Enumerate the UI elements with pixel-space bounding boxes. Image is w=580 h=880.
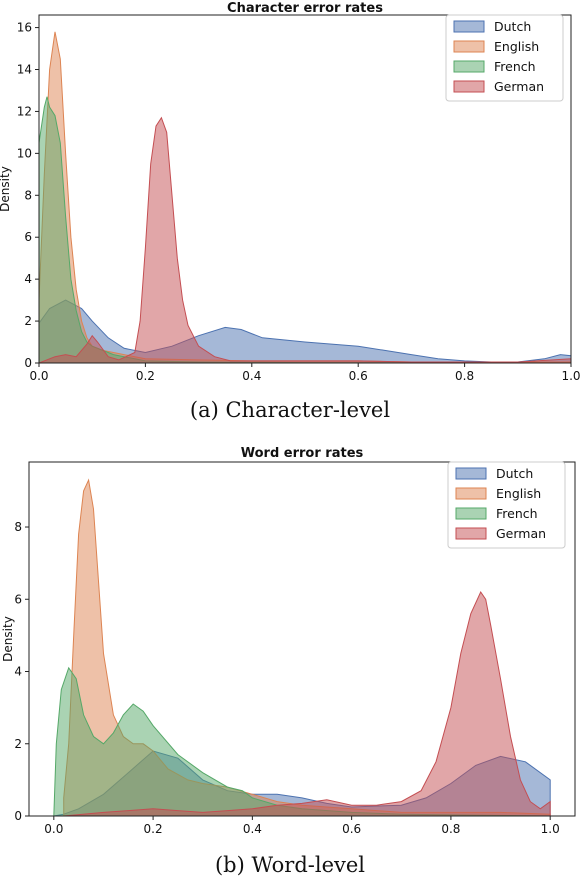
y-tick-label: 0 xyxy=(24,356,32,370)
legend-swatch-dutch xyxy=(455,467,487,480)
legend-label-french: French xyxy=(494,59,536,74)
series-area-german xyxy=(63,590,551,817)
y-tick-label: 2 xyxy=(14,737,22,751)
chart-title: Word error rates xyxy=(241,446,364,461)
y-tick-label: 0 xyxy=(14,809,22,823)
x-tick-label: 1.0 xyxy=(561,369,580,383)
y-tick-label: 16 xyxy=(17,21,32,35)
x-tick-label: 1.0 xyxy=(541,822,560,836)
y-tick-label: 6 xyxy=(14,592,22,606)
y-tick-label: 4 xyxy=(24,272,32,286)
legend-label-german: German xyxy=(494,79,544,94)
legend-swatch-french xyxy=(453,60,485,73)
chart-word-error-rates: Word error rates 0.0 0.2 0.4 0.6 0.8 1.0 0 2 4 6 8 D… xyxy=(1,446,576,836)
y-tick-label: 2 xyxy=(24,314,32,328)
x-tick-label: 0.6 xyxy=(349,369,368,383)
legend-label-french: French xyxy=(496,506,538,521)
legend-swatch-german xyxy=(455,527,487,540)
x-tick-label: 0.8 xyxy=(455,369,474,383)
legend-box xyxy=(447,461,566,549)
chart-character-error-rates: Character error rates 0.0 0.2 0.4 0.6 0.8 1.0 0… xyxy=(0,1,580,383)
legend: Dutch English French German xyxy=(445,14,564,102)
y-tick-label: 14 xyxy=(17,63,32,77)
caption-word-level: (b) Word-level xyxy=(214,853,366,877)
legend-swatch-dutch xyxy=(453,20,485,33)
legend-swatch-english xyxy=(453,40,485,53)
y-tick-label: 4 xyxy=(14,665,22,679)
chart-title: Character error rates xyxy=(227,1,383,16)
x-tick-label: 0.0 xyxy=(29,369,48,383)
x-tick-label: 0.6 xyxy=(342,822,361,836)
legend-box xyxy=(445,14,564,102)
y-tick-label: 12 xyxy=(17,104,32,118)
x-tick-label: 0.2 xyxy=(136,369,155,383)
x-tick-label: 0.4 xyxy=(242,369,261,383)
y-axis-label: Density xyxy=(0,166,12,212)
series-area-french xyxy=(38,96,572,364)
series-area-german xyxy=(38,116,572,364)
legend-label-english: English xyxy=(494,39,539,54)
legend-label-dutch: Dutch xyxy=(496,466,533,481)
x-tick-label: 0.4 xyxy=(243,822,262,836)
y-tick-label: 10 xyxy=(17,146,32,160)
caption-character-level: (a) Character-level xyxy=(189,398,391,422)
x-tick-label: 0.8 xyxy=(441,822,460,836)
legend-label-english: English xyxy=(496,486,541,501)
plot-frame xyxy=(28,461,576,817)
legend-swatch-german xyxy=(453,80,485,93)
x-tick-label: 0.2 xyxy=(144,822,163,836)
legend-label-german: German xyxy=(496,526,546,541)
y-tick-label: 8 xyxy=(14,520,22,534)
legend-swatch-english xyxy=(455,487,487,500)
panel-word-level: Word error rates 0.0 0.2 0.4 0.6 0.8 1.0 0 2 4 6 8 D… xyxy=(0,440,580,880)
y-axis-label: Density xyxy=(1,616,15,662)
legend-label-dutch: Dutch xyxy=(494,19,531,34)
y-tick-label: 6 xyxy=(24,230,32,244)
legend: Dutch English French German xyxy=(447,461,566,549)
plot-frame xyxy=(38,14,572,364)
y-tick-label: 8 xyxy=(24,188,32,202)
panel-character-level: Character error rates 0.0 0.2 0.4 0.6 0.8 1.0 0… xyxy=(0,1,580,422)
x-tick-label: 0.0 xyxy=(44,822,63,836)
legend-swatch-french xyxy=(455,507,487,520)
